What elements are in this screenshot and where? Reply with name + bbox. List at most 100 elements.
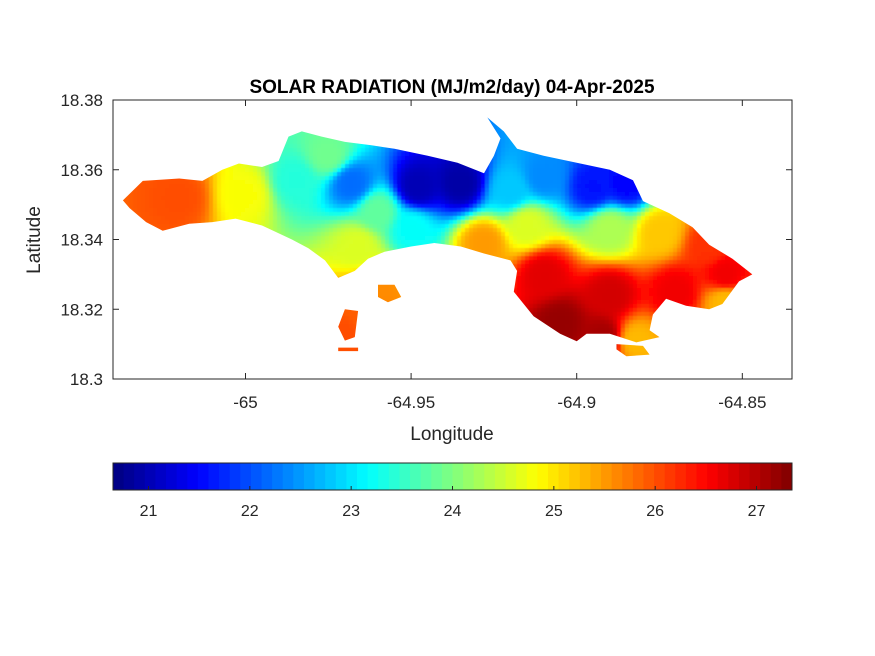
heatmap-cell [217,216,222,221]
heatmap-cell [701,172,706,177]
heatmap-cell [465,136,470,141]
heatmap-cell [573,152,578,157]
heatmap-cell [593,117,598,121]
heatmap-cell [241,156,246,161]
heatmap-cell [729,100,734,105]
heatmap-cell [773,108,778,113]
heatmap-cell [409,168,414,173]
heatmap-cell [493,168,498,173]
heatmap-cell [753,140,758,145]
heatmap-cell [129,144,134,149]
heatmap-cell [569,208,574,213]
heatmap-cell [641,160,646,165]
heatmap-cell [149,124,154,129]
heatmap-cell [133,180,138,185]
heatmap-cell [122,168,126,173]
heatmap-cell [281,164,286,169]
heatmap-cell [645,168,650,173]
heatmap-cell [569,160,574,165]
heatmap-cell [221,176,226,181]
heatmap-cell [233,196,238,201]
heatmap-cell [289,156,294,161]
heatmap-cell [417,132,422,137]
heatmap-cell [413,196,418,201]
heatmap-cell [485,176,490,181]
heatmap-cell [621,196,626,201]
heatmap-cell [209,156,214,161]
heatmap-cell [153,136,158,141]
heatmap-cell [433,112,438,117]
heatmap-cell [729,200,734,205]
heatmap-cell [717,208,722,213]
heatmap-cell [241,144,246,149]
heatmap-cell [189,148,194,153]
heatmap-cell [373,180,378,185]
heatmap-cell [481,176,486,181]
heatmap-cell [701,112,706,117]
heatmap-cell [341,140,346,145]
heatmap-cell [629,152,634,157]
heatmap-cell [409,140,414,145]
heatmap-cell [681,140,686,145]
heatmap-cell [529,180,534,185]
heatmap-cell [777,116,782,121]
heatmap-cell [345,212,350,217]
heatmap-cell [317,160,322,165]
heatmap-cell [437,156,442,161]
heatmap-cell [113,204,118,209]
heatmap-cell [465,148,470,153]
heatmap-cell [729,104,734,109]
heatmap-cell [705,168,710,173]
heatmap-cell [425,164,430,169]
heatmap-cell [389,204,394,209]
heatmap-cell [125,188,130,193]
heatmap-cell [225,212,230,217]
heatmap-cell [153,100,158,105]
heatmap-cell [581,140,586,145]
heatmap-cell [549,168,554,173]
heatmap-cell [461,208,466,213]
heatmap-cell [153,200,158,205]
heatmap-cell [269,176,274,181]
heatmap-cell [545,172,550,177]
heatmap-cell [421,208,426,213]
heatmap-cell [605,200,610,205]
heatmap-cell [217,212,222,217]
heatmap-cell [197,132,202,137]
heatmap-cell [773,180,778,185]
heatmap-cell [425,148,430,153]
heatmap-cell [769,132,774,137]
heatmap-cell [469,144,474,149]
heatmap-cell [209,108,214,113]
heatmap-cell [297,184,302,189]
heatmap-cell [485,144,490,149]
heatmap-cell [737,164,742,169]
heatmap-cell [373,128,378,133]
heatmap-cell [685,180,690,185]
heatmap-cell [541,156,546,161]
heatmap-cell [461,212,466,217]
heatmap-cell [149,160,154,165]
heatmap-cell [309,148,314,153]
heatmap-cell [785,164,790,169]
heatmap-cell [209,208,214,213]
heatmap-cell [597,192,602,197]
heatmap-cell [149,188,154,193]
heatmap-cell [673,200,678,205]
heatmap-cell [122,148,126,153]
heatmap-cell [289,100,294,105]
heatmap-cell [765,132,770,137]
heatmap-cell [209,196,214,201]
heatmap-cell [325,168,330,173]
heatmap-cell [525,204,530,209]
heatmap-cell [697,108,702,113]
heatmap-cell [241,184,246,189]
heatmap-cell [117,156,122,161]
heatmap-cell [641,136,646,141]
heatmap-cell [217,168,222,173]
heatmap-cell [377,136,382,141]
heatmap-cell [265,152,270,157]
heatmap-cell [513,104,518,109]
heatmap-cell [433,160,438,165]
heatmap-cell [369,184,374,189]
